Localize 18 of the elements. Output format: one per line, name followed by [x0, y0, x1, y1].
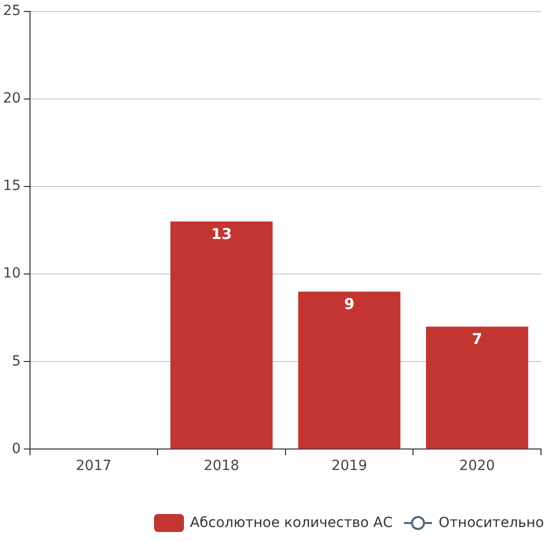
- y-tick-label: 15: [2, 178, 21, 194]
- y-tick-label: 10: [2, 266, 21, 282]
- y-tick-label: 20: [2, 90, 21, 107]
- bar: [170, 222, 273, 449]
- bar: [426, 326, 528, 449]
- x-tick-label: 2018: [204, 458, 240, 474]
- x-tick-label: 2020: [459, 458, 495, 474]
- data-label: 7: [472, 330, 482, 348]
- x-tick-label: 2019: [331, 458, 368, 474]
- y-tick-label: 0: [12, 440, 21, 457]
- data-label: 13: [211, 224, 232, 243]
- bar: [298, 292, 400, 449]
- y-tick-label: 25: [2, 3, 21, 20]
- y-tick-label: 5: [12, 353, 21, 370]
- legend-label: Относительно: [438, 515, 544, 531]
- legend-label: Абсолютное количество АС: [190, 515, 393, 531]
- x-tick-label: 2017: [76, 458, 112, 474]
- data-label: 9: [344, 294, 355, 313]
